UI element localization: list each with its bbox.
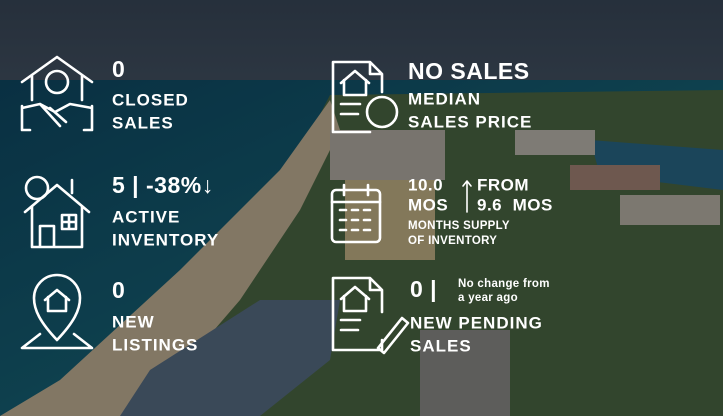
stat-change: 9.6 MOS — [477, 195, 553, 214]
stat-label: SALES PRICE — [408, 112, 532, 131]
stat-label: NEW PENDING — [410, 313, 543, 332]
stat-value: NO SALES — [408, 58, 530, 84]
stat-value: 0 — [112, 277, 125, 303]
closed-sales-icon — [20, 55, 94, 132]
stat-label: OF INVENTORY — [408, 235, 497, 247]
stat-label: SALES — [112, 113, 174, 132]
stat-label: MEDIAN — [408, 89, 481, 108]
stat-value: 5 | -38%↓ — [112, 172, 214, 198]
stat-value: MOS — [408, 195, 448, 214]
stat-label: LISTINGS — [112, 335, 198, 354]
stat-value: 10.0 — [408, 175, 443, 194]
stat-change: FROM — [477, 175, 529, 194]
stat-note: No change from — [458, 278, 550, 290]
stat-label: NEW — [112, 312, 155, 331]
active-inventory-icon — [23, 175, 91, 249]
stat-label: CLOSED — [112, 90, 189, 109]
median-price-icon — [331, 60, 399, 134]
stat-label: SALES — [410, 336, 472, 355]
trend-divider — [462, 180, 472, 213]
stat-value: 0 | — [410, 276, 437, 302]
stat-value: 0 — [112, 56, 125, 82]
new-listings-icon — [20, 273, 94, 350]
stat-label: ACTIVE — [112, 207, 180, 226]
pending-sales-icon — [331, 276, 410, 355]
stat-label: MONTHS SUPPLY — [408, 220, 510, 232]
months-supply-icon — [330, 183, 382, 244]
stat-note: a year ago — [458, 292, 518, 304]
stat-label: INVENTORY — [112, 230, 219, 249]
